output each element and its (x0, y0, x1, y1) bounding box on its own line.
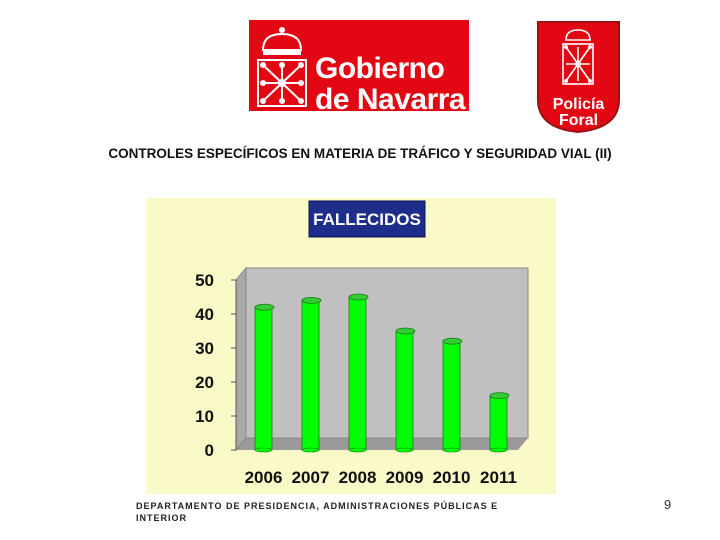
bar (442, 337, 463, 453)
page-title: CONTROLES ESPECÍFICOS EN MATERIA DE TRÁF… (108, 146, 612, 161)
chart-title-background (308, 200, 426, 238)
y-tick-label: 30 (195, 339, 214, 358)
y-axis: 0 10 20 30 40 50 (195, 271, 237, 460)
bar (254, 303, 275, 453)
bar-series (254, 293, 510, 453)
bar-base (395, 447, 414, 453)
x-axis: 2006 2007 2008 2009 2010 2011 (245, 468, 517, 487)
navarra-coat-of-arms-icon (257, 27, 307, 107)
x-tick-label: 2009 (386, 468, 424, 487)
bar-base (254, 447, 273, 453)
bar (348, 293, 369, 453)
plot-floor (236, 438, 528, 450)
x-tick-label: 2006 (245, 468, 283, 487)
plot-side-wall (235, 266, 247, 452)
y-tick-label: 0 (205, 441, 214, 460)
bar-body (301, 300, 320, 451)
bar-top (348, 293, 369, 301)
bar-body (442, 340, 461, 451)
chart-title: FALLECIDOS (313, 210, 421, 229)
bar-top (301, 297, 322, 304)
bar-base (348, 447, 367, 453)
bar-body (254, 306, 273, 451)
policia-foral-logo: Policía Foral (536, 20, 621, 134)
bar-body (348, 296, 367, 451)
bar-top (395, 327, 416, 335)
police-shield-icon (537, 21, 620, 134)
bar-body (489, 395, 508, 451)
bar-base (442, 447, 461, 453)
x-tick-label: 2008 (339, 468, 377, 487)
x-tick-label: 2010 (433, 468, 471, 487)
page-number: 9 (664, 497, 672, 512)
bar-top (254, 303, 275, 311)
gobierno-navarra-logo: Gobierno de Navarra (249, 20, 469, 116)
y-tick-label: 40 (195, 305, 214, 324)
bar-base (489, 447, 508, 453)
x-tick-label: 2011 (480, 468, 517, 487)
footer-department: DEPARTAMENTO DE PRESIDENCIA, ADMINISTRAC… (136, 501, 499, 523)
bar-top (489, 392, 510, 400)
plot-area (235, 266, 529, 452)
bar-top (442, 337, 463, 345)
logo-text-line1: Gobierno (315, 52, 445, 85)
bar-body (395, 330, 414, 451)
x-tick-label: 2007 (292, 468, 330, 487)
y-tick-label: 20 (195, 373, 214, 392)
bar (489, 392, 510, 453)
bar-base (301, 447, 320, 453)
y-tick-label: 50 (195, 271, 214, 290)
plot-back-wall (245, 267, 529, 439)
y-tick-label: 10 (195, 407, 214, 426)
police-text-line2: Foral (558, 112, 599, 129)
bar (395, 327, 416, 453)
bar (301, 297, 322, 453)
logo-text-line2: de Navarra (315, 83, 466, 116)
police-text-line1: Policía (552, 96, 605, 113)
